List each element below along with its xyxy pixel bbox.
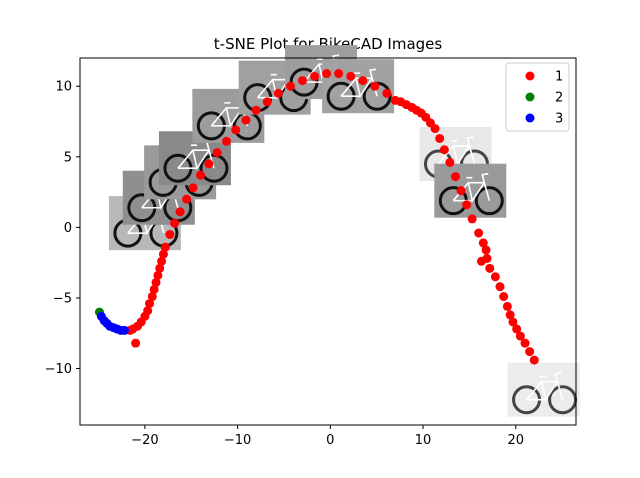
bike-frame-icon [525,371,564,402]
series-1-point [131,338,141,348]
series-1-point [430,124,440,134]
series-1-point [467,214,477,224]
x-axis: −20 −10 0 10 20 [131,425,524,448]
series-1-point [439,145,449,155]
legend-label: 3 [555,112,563,127]
series-1-point [529,355,539,365]
bike-frame-icon [210,98,249,128]
series-1-point [346,71,356,81]
bike-thumbnail [434,163,507,218]
series-1-point [145,299,155,309]
legend-marker [525,113,535,123]
x-tick-label: −10 [224,433,251,448]
series-1-point [231,125,241,135]
series-1-point [450,172,460,182]
series-1-point [157,256,167,266]
bike-thumbnail [507,362,580,417]
series-1-point [502,301,512,311]
series-1-point [147,292,157,302]
series-1-point [204,159,214,169]
series-1-point [143,306,153,316]
series-1-point [221,136,231,146]
chart-title: t-SNE Plot for BikeCAD Images [214,35,443,53]
legend-marker [525,71,535,81]
series-3-point [120,325,130,335]
series-1-point [505,310,515,320]
series-1-point [478,238,488,248]
series-1-point [334,69,344,79]
series-1-point [456,186,466,196]
series-1-point [485,263,495,273]
plot-area-frame [79,57,577,426]
series-1-point [241,115,251,125]
series-1-point [322,69,332,79]
thumbnail-layer [108,45,580,417]
bike-frame-icon [452,172,491,203]
series-1-point [196,170,206,180]
series-1-point [262,97,272,107]
series-1-point [481,245,491,255]
legend-label: 2 [555,91,563,106]
series-1-point [273,88,283,98]
series-1-point [251,105,261,115]
series-1-point [175,207,185,217]
series-1-point [165,229,175,239]
y-tick-label: −10 [45,362,72,377]
series-1-point [370,81,380,91]
series-1-point [358,76,368,86]
legend-box [505,62,570,132]
series-1-point [445,157,455,167]
series-1-point [515,331,525,341]
series-1-point [160,242,170,252]
series-1-point [525,347,535,357]
legend-label: 1 [555,70,563,85]
series-1-point [435,133,445,143]
wheel-icon [474,186,504,216]
series-1-point [520,338,530,348]
y-tick-label: 0 [64,221,72,236]
x-tick-label: 20 [507,433,524,448]
series-1-point [476,256,486,266]
series-1-point [151,277,161,287]
series-1-point [474,228,484,238]
x-tick-label: 0 [326,433,334,448]
series-1-point [188,183,198,193]
series-1-point [170,218,180,228]
legend-marker [525,92,535,102]
series-1-point [382,88,392,98]
series-1-point [495,282,505,292]
series-1-point [212,148,222,158]
series-1-point [158,249,168,259]
x-tick-label: −20 [131,433,158,448]
series-1-point [182,194,192,204]
y-tick-label: −5 [53,291,72,306]
series-1-point [149,284,159,294]
series-1-point [153,270,163,280]
series-1-point [285,81,295,91]
series-1-point [155,263,165,273]
x-tick-label: 10 [415,433,432,448]
points-layer [94,69,539,365]
y-tick-label: 10 [55,80,72,95]
y-tick-label: 5 [64,150,72,165]
series-1-point [512,324,522,334]
series-1-point [490,272,500,282]
series-1-point [310,71,320,81]
series-1-point [499,292,509,302]
series-1-point [462,200,472,210]
bike-frame-icon [177,140,215,171]
bike-thumbnail [322,59,395,114]
legend: 1 2 3 [505,62,570,132]
series-1-point [298,76,308,86]
y-axis: −10 −5 0 5 10 [45,80,80,377]
series-1-point [508,317,518,327]
